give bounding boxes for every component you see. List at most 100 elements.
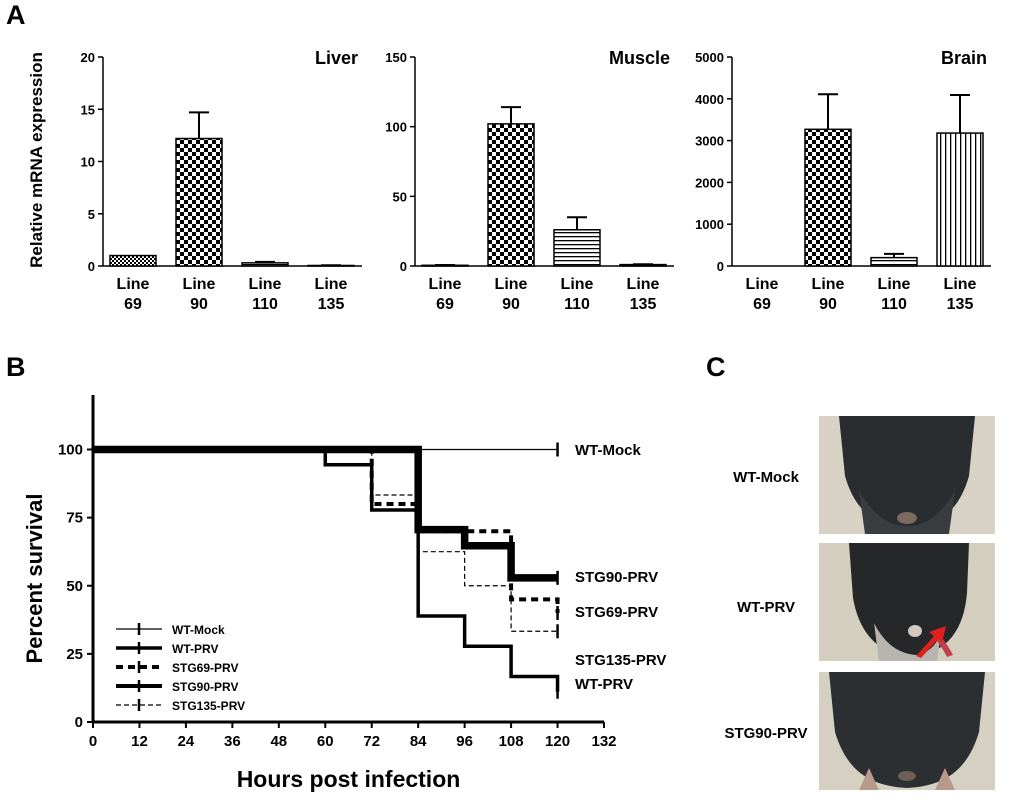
end-label-stg69-prv: STG69-PRV [575, 604, 658, 621]
x-axis-label-survival: Hours post infection [237, 766, 461, 792]
y-tick-label-liver: 0 [88, 259, 95, 274]
x-tick-label-survival: 120 [545, 733, 570, 750]
y-tick-label-muscle: 100 [385, 120, 407, 135]
x-tick-label-brain: Line [746, 276, 779, 293]
bar-liver [109, 254, 157, 267]
bar-brain [804, 128, 852, 267]
x-tick-label-liver: Line [117, 276, 150, 293]
legend-label: WT-PRV [172, 642, 218, 656]
x-tick-label-liver: Line [315, 276, 348, 293]
y-tick-label-muscle: 0 [400, 259, 407, 274]
survival-line-wt-prv [93, 447, 560, 692]
bar-brain [936, 132, 984, 267]
end-label-stg90-prv: STG90-PRV [575, 569, 658, 586]
chart-title-liver: Liver [315, 48, 358, 68]
x-tick-label-survival: 72 [363, 733, 380, 750]
legend-label: STG90-PRV [172, 680, 238, 694]
y-axis-label-mrna: Relative mRNA expression [27, 52, 46, 268]
legend-item: WT-PRV [116, 642, 218, 656]
y-tick-label-brain: 2000 [695, 175, 724, 190]
x-tick-label-brain: Line [878, 276, 911, 293]
x-tick-label-brain: 135 [947, 296, 974, 313]
x-tick-label-brain: 110 [881, 296, 907, 313]
bar-muscle [553, 229, 601, 267]
x-tick-label-liver: Line [249, 276, 282, 293]
x-tick-label-liver: 110 [252, 296, 278, 313]
bar-chart-muscle: 0 50 100 150 Muscle Line 69 Line 90 Line 110 Line 13… [385, 48, 674, 313]
bar-muscle [487, 123, 535, 267]
x-tick-label-survival: 108 [499, 733, 524, 750]
bar-chart-liver: 0 5 10 15 20 Liver Line 69 Line 90 Line 110 Line 135 [81, 48, 362, 313]
x-tick-label-muscle: Line [627, 276, 660, 293]
x-tick-label-brain: Line [812, 276, 845, 293]
legend-label: STG135-PRV [172, 699, 245, 713]
y-tick-label-survival: 25 [66, 646, 83, 663]
x-tick-label-brain: 69 [753, 296, 771, 313]
photo-label-stg90-prv: STG90-PRV [724, 725, 808, 742]
x-tick-label-muscle: 135 [630, 296, 657, 313]
x-tick-label-muscle: 110 [564, 296, 590, 313]
bar-chart-brain: 0 1000 2000 3000 4000 5000 Brain Line 69 Line 90 Li… [695, 48, 991, 313]
x-tick-label-muscle: 69 [436, 296, 454, 313]
panel-letter-a: A [6, 0, 26, 30]
y-tick-label-brain: 5000 [695, 50, 724, 65]
bar-liver [175, 137, 223, 267]
x-tick-label-survival: 96 [456, 733, 473, 750]
x-tick-label-survival: 0 [89, 733, 97, 750]
survival-line-stg90-prv [93, 445, 558, 582]
y-tick-label-survival: 0 [75, 714, 83, 731]
y-tick-label-muscle: 50 [393, 189, 407, 204]
x-tick-label-survival: 12 [131, 733, 148, 750]
survival-chart: 0 25 50 75 100 0 12 24 36 48 60 72 84 96 108 120 132 Hour… [22, 395, 666, 792]
legend-label: STG69-PRV [172, 661, 238, 675]
x-tick-label-muscle: Line [429, 276, 462, 293]
y-tick-label-liver: 15 [81, 102, 95, 117]
x-tick-label-liver: 135 [318, 296, 345, 313]
y-tick-label-liver: 5 [88, 207, 95, 222]
y-tick-label-liver: 10 [81, 155, 95, 170]
x-tick-label-muscle: Line [495, 276, 528, 293]
x-tick-label-brain: Line [944, 276, 977, 293]
bar-brain [870, 256, 918, 267]
x-tick-label-survival: 84 [410, 733, 427, 750]
panel-letter-b: B [6, 352, 26, 382]
end-label-wt-prv: WT-PRV [575, 676, 633, 693]
photo-wt-prv [819, 543, 995, 661]
panel-letter-c: C [706, 352, 726, 382]
bar-charts-panel: Relative mRNA expression 0 5 10 15 20 Liver Li… [27, 48, 991, 313]
x-tick-label-liver: 90 [190, 296, 208, 313]
photo-label-wt-mock: WT-Mock [733, 469, 799, 486]
y-tick-label-liver: 20 [81, 50, 95, 65]
legend-item: STG135-PRV [116, 699, 245, 713]
photo-stg90-prv [819, 672, 995, 790]
end-label-wt-mock: WT-Mock [575, 442, 641, 459]
y-tick-label-brain: 4000 [695, 92, 724, 107]
x-tick-label-survival: 132 [591, 733, 616, 750]
y-axis-label-survival: Percent survival [22, 494, 47, 664]
survival-line-stg69-prv [93, 447, 560, 613]
legend-label: WT-Mock [172, 623, 225, 637]
y-tick-label-survival: 100 [58, 442, 83, 459]
end-label-stg135-prv: STG135-PRV [575, 652, 666, 669]
y-tick-label-survival: 50 [66, 578, 83, 595]
x-tick-label-liver: Line [183, 276, 216, 293]
survival-plot: 0 25 50 75 100 0 12 24 36 48 60 72 84 96 108 120 132 Hour… [22, 395, 666, 792]
y-tick-label-brain: 3000 [695, 134, 724, 149]
y-tick-label-muscle: 150 [385, 50, 407, 65]
bar-liver [241, 262, 289, 267]
photo-label-wt-prv: WT-PRV [736, 599, 796, 616]
legend-item: STG69-PRV [116, 661, 238, 675]
red-arrow-icon [916, 626, 946, 658]
legend-item: STG90-PRV [116, 680, 238, 694]
x-tick-label-survival: 60 [317, 733, 334, 750]
chart-title-brain: Brain [941, 48, 987, 68]
x-tick-label-muscle: 90 [502, 296, 520, 313]
legend-item: WT-Mock [116, 623, 225, 637]
x-tick-label-survival: 24 [178, 733, 195, 750]
photo-wt-mock [819, 416, 995, 534]
x-tick-label-liver: 69 [124, 296, 142, 313]
x-tick-label-survival: 36 [224, 733, 241, 750]
x-tick-label-muscle: Line [561, 276, 594, 293]
y-tick-label-survival: 75 [66, 510, 83, 527]
x-tick-label-survival: 48 [270, 733, 287, 750]
